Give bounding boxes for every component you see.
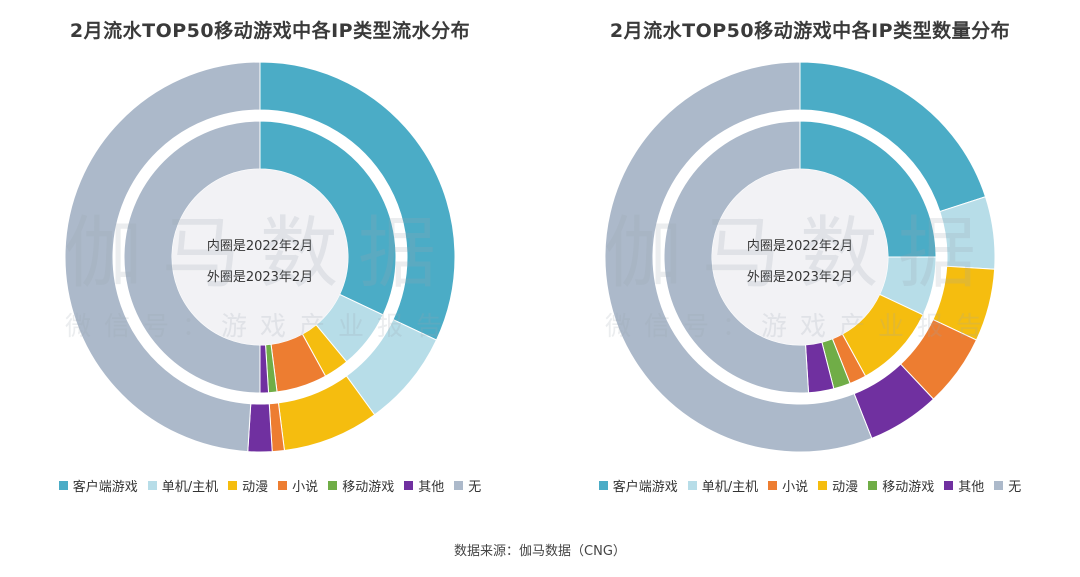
legend-swatch — [454, 481, 464, 490]
legend-item: 移动游戏 — [328, 476, 394, 495]
legend-label: 单机/主机 — [701, 480, 759, 495]
center-label-inner: 内圈是2022年2月 — [207, 238, 313, 254]
chart-panel-left: 2月流水TOP50移动游戏中各IP类型流水分布 内圈是2022年2月 外圈是20… — [0, 0, 540, 500]
legend-item: 小说 — [278, 476, 318, 495]
watermark-sub: 微信号：游戏产业报告 — [605, 312, 995, 342]
legend-item: 单机/主机 — [687, 476, 759, 495]
legend-label: 移动游戏 — [342, 480, 395, 495]
watermark-sub: 微信号：游戏产业报告 — [65, 312, 455, 342]
legend-item: 无 — [454, 476, 481, 495]
legend-item: 客户端游戏 — [58, 476, 138, 495]
legend-label: 无 — [1008, 480, 1022, 495]
legend-swatch — [58, 481, 68, 490]
legend-item: 单机/主机 — [147, 476, 219, 495]
outer-slice — [64, 62, 261, 453]
chart-panel-right: 2月流水TOP50移动游戏中各IP类型数量分布 内圈是2022年2月 外圈是20… — [540, 0, 1080, 500]
legend-swatch — [994, 481, 1004, 490]
legend-swatch — [868, 481, 878, 490]
donut-chart: 内圈是2022年2月 外圈是2023年2月 伽马数据 微信号：游戏产业报告 — [604, 62, 996, 453]
legend-label: 小说 — [782, 480, 809, 495]
legend-label: 动漫 — [832, 480, 859, 495]
legend-label: 移动游戏 — [882, 480, 935, 495]
center-disc — [712, 169, 888, 345]
legend-swatch — [404, 481, 414, 490]
center-label-outer: 外圈是2023年2月 — [747, 270, 853, 285]
legend-swatch — [598, 481, 608, 490]
legend-label: 无 — [468, 480, 482, 495]
watermark-main: 伽马数据 — [64, 209, 456, 299]
legend-label: 小说 — [292, 480, 319, 495]
legend-label: 客户端游戏 — [612, 480, 678, 495]
legend-swatch — [687, 481, 697, 490]
legend-item: 无 — [994, 476, 1021, 495]
source-note: 数据来源：伽马数据（CNG） — [454, 544, 626, 559]
legend-swatch — [147, 481, 157, 490]
legend-label: 其他 — [418, 480, 445, 495]
outer-slice — [247, 403, 273, 453]
legend: 客户端游戏 单机/主机 小说 动漫 移动游戏 其他 无 — [540, 476, 1080, 495]
legend-swatch — [818, 481, 828, 490]
legend-label: 动漫 — [242, 480, 269, 495]
legend-swatch — [328, 481, 338, 490]
legend-item: 其他 — [944, 476, 984, 495]
legend-swatch — [228, 481, 238, 490]
legend: 客户端游戏 单机/主机 动漫 小说 移动游戏 其他 无 — [0, 476, 540, 495]
legend-item: 动漫 — [228, 476, 268, 495]
legend-item: 移动游戏 — [868, 476, 934, 495]
donut-chart: 内圈是2022年2月 外圈是2023年2月 伽马数据 微信号：游戏产业报告 — [64, 62, 456, 453]
legend-label: 单机/主机 — [161, 480, 219, 495]
legend-label: 客户端游戏 — [72, 480, 138, 495]
chart-title: 2月流水TOP50移动游戏中各IP类型数量分布 — [609, 20, 1011, 42]
outer-slice — [604, 62, 873, 453]
legend-item: 其他 — [404, 476, 444, 495]
legend-item: 小说 — [768, 476, 808, 495]
legend-swatch — [768, 481, 778, 490]
center-label-inner: 内圈是2022年2月 — [747, 238, 853, 254]
legend-swatch — [944, 481, 954, 490]
legend-swatch — [278, 481, 288, 490]
watermark-main: 伽马数据 — [604, 209, 996, 299]
chart-title: 2月流水TOP50移动游戏中各IP类型流水分布 — [69, 20, 471, 42]
center-disc — [172, 169, 348, 345]
center-label-outer: 外圈是2023年2月 — [207, 270, 313, 285]
legend-label: 其他 — [958, 480, 985, 495]
legend-item: 动漫 — [818, 476, 858, 495]
legend-item: 客户端游戏 — [598, 476, 678, 495]
